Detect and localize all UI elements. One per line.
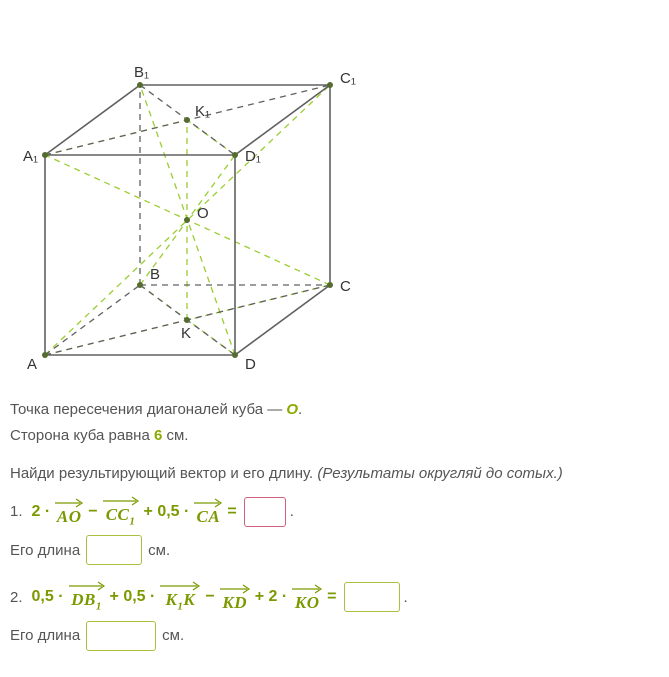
vector-CC1: CC1 bbox=[101, 496, 141, 527]
cube-diagram: A D C B A₁ D₁ C₁ B₁ K K₁ O bbox=[10, 10, 390, 390]
text-part: Сторона куба равна bbox=[10, 427, 154, 444]
sub: 1 bbox=[96, 601, 102, 613]
length-1-row: Его длина см. bbox=[10, 535, 659, 565]
period: . bbox=[404, 589, 408, 606]
vector-CA: CA bbox=[192, 498, 224, 525]
text-part: см. bbox=[162, 427, 188, 444]
cm-label: см. bbox=[162, 627, 184, 644]
equation-2-row: 2. 0,5 · DB1 + 0,5 · K1K − KD + 2 · KO =… bbox=[10, 581, 659, 612]
svg-text:K₁: K₁ bbox=[195, 103, 210, 120]
arrow-icon bbox=[68, 581, 106, 591]
length-2-row: Его длина см. bbox=[10, 621, 659, 651]
v: D bbox=[234, 593, 247, 612]
v: K bbox=[295, 593, 307, 612]
len-label: Его длина bbox=[10, 627, 80, 644]
equation-1-row: 1. 2 · AO − CC1 + 0,5 · CA = . bbox=[10, 496, 659, 527]
coef: + 2 · bbox=[252, 588, 290, 606]
v: O bbox=[307, 593, 320, 612]
v: C bbox=[197, 507, 209, 526]
coef: + 0,5 · bbox=[141, 503, 193, 521]
instruction: Найди результирующий вектор и его длину.… bbox=[10, 462, 659, 486]
svg-text:D: D bbox=[245, 356, 256, 373]
var-O: O bbox=[286, 401, 298, 418]
coef: + 0,5 · bbox=[107, 588, 159, 606]
v: K bbox=[183, 590, 195, 609]
svg-text:D₁: D₁ bbox=[245, 148, 261, 165]
v: A bbox=[57, 507, 69, 526]
eq: = bbox=[224, 503, 239, 521]
arrow-icon bbox=[193, 498, 223, 508]
vector-DB1: DB1 bbox=[67, 581, 107, 612]
equation-1: 2 · AO − CC1 + 0,5 · CA = bbox=[29, 496, 240, 527]
q2-number: 2. bbox=[10, 589, 23, 606]
vector-KO: KO bbox=[290, 584, 324, 611]
v: D bbox=[71, 590, 84, 609]
vector-K1K: K1K bbox=[158, 581, 202, 612]
answer-input-1[interactable] bbox=[244, 497, 286, 527]
svg-text:B₁: B₁ bbox=[134, 64, 149, 81]
svg-text:A₁: A₁ bbox=[23, 148, 38, 165]
vector-AO: AO bbox=[53, 498, 85, 525]
op: − bbox=[202, 588, 217, 606]
v: K bbox=[222, 593, 234, 612]
instr-text: Найди результирующий вектор и его длину. bbox=[10, 465, 317, 482]
arrow-icon bbox=[159, 581, 201, 591]
svg-text:C: C bbox=[340, 278, 351, 295]
v: B bbox=[84, 590, 96, 609]
svg-text:A: A bbox=[27, 356, 37, 373]
svg-text:C₁: C₁ bbox=[340, 70, 356, 87]
v: K bbox=[166, 590, 178, 609]
problem-line-2: Сторона куба равна 6 см. bbox=[10, 424, 659, 448]
arrow-icon bbox=[219, 584, 251, 594]
arrow-icon bbox=[54, 498, 84, 508]
op: − bbox=[85, 503, 100, 521]
v: C bbox=[118, 505, 130, 524]
v: A bbox=[208, 507, 220, 526]
v: O bbox=[69, 507, 82, 526]
arrow-icon bbox=[102, 496, 140, 506]
coef: 0,5 · bbox=[29, 588, 67, 606]
length-input-2[interactable] bbox=[86, 621, 156, 651]
coef: 2 · bbox=[29, 503, 54, 521]
v: C bbox=[106, 505, 118, 524]
length-input-1[interactable] bbox=[86, 535, 142, 565]
vector-KD: KD bbox=[218, 584, 252, 611]
svg-text:K: K bbox=[181, 325, 191, 342]
eq: = bbox=[324, 588, 339, 606]
q1-number: 1. bbox=[10, 503, 23, 520]
svg-text:B: B bbox=[150, 266, 160, 283]
period: . bbox=[290, 503, 294, 520]
len-label: Его длина bbox=[10, 542, 80, 559]
text-part: Точка пересечения диагоналей куба — bbox=[10, 401, 286, 418]
svg-text:O: O bbox=[197, 205, 209, 222]
equation-2: 0,5 · DB1 + 0,5 · K1K − KD + 2 · KO = bbox=[29, 581, 340, 612]
problem-line-1: Точка пересечения диагоналей куба — O. bbox=[10, 398, 659, 422]
text-part: . bbox=[298, 401, 302, 418]
instr-note: (Результаты округляй до сотых.) bbox=[317, 465, 562, 482]
arrow-icon bbox=[291, 584, 323, 594]
cm-label: см. bbox=[148, 542, 170, 559]
answer-input-2[interactable] bbox=[344, 582, 400, 612]
sub: 1 bbox=[129, 515, 135, 527]
